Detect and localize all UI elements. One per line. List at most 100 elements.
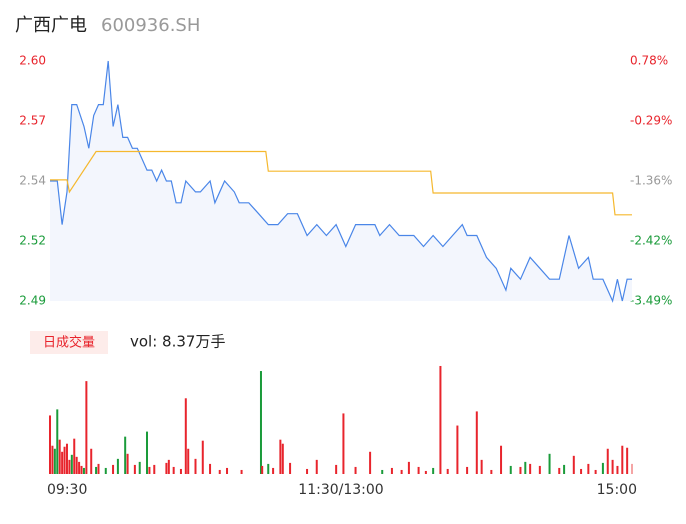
x-tick-label: 15:00 (597, 482, 637, 498)
volume-bar (51, 445, 54, 474)
volume-bar (53, 448, 56, 474)
volume-label: vol: 8.37万手 (130, 333, 225, 351)
volume-button[interactable] (30, 331, 108, 354)
volume-bar (631, 463, 633, 474)
volume-button-label[interactable]: 日成交量 (43, 335, 95, 351)
volume-bar (335, 464, 338, 474)
volume-bar (124, 436, 127, 474)
volume-bar (456, 425, 459, 474)
volume-bar (432, 467, 435, 474)
volume-bar (315, 459, 318, 474)
volume-bar (446, 468, 449, 474)
volume-bar (424, 470, 427, 474)
volume-bar (165, 462, 168, 474)
volume-bar (167, 459, 170, 474)
y-tick-label: 2.60 (19, 54, 46, 68)
volume-bar (82, 467, 85, 474)
series-line (50, 150, 632, 216)
volume-bar (626, 447, 629, 474)
volume-bar (281, 443, 284, 474)
y2-tick-label: 0.78% (630, 54, 668, 68)
stock-code: 600936.SH (101, 15, 200, 36)
volume-bar (133, 464, 136, 474)
volume-bar (95, 466, 98, 474)
volume-bar (68, 459, 71, 474)
volume-bar (538, 465, 541, 474)
volume-bar (524, 461, 527, 474)
volume-bar (58, 439, 61, 474)
y-tick-label: 2.57 (19, 114, 46, 128)
volume-bar (153, 464, 156, 474)
volume-bar (65, 443, 68, 474)
x-tick-label: 09:30 (47, 482, 87, 498)
volume-bar (548, 453, 551, 474)
volume-bar (226, 467, 229, 474)
volume-bar (209, 463, 212, 474)
volume-bar (390, 467, 393, 474)
volume-bar (439, 365, 442, 474)
volume-bar (116, 458, 119, 474)
volume-bar (78, 461, 81, 474)
volume-bar (400, 469, 403, 474)
volume-bar (509, 465, 512, 474)
volume-bar (369, 451, 372, 474)
volume-bar (407, 461, 410, 474)
y-tick-label: 2.54 (19, 174, 46, 188)
volume-bar (97, 463, 100, 474)
volume-bar (80, 465, 83, 474)
volume-bar (63, 446, 66, 474)
volume-bar (519, 466, 522, 474)
volume-bar (61, 451, 64, 474)
volume-bar (179, 468, 182, 474)
volume-bar (49, 415, 51, 474)
volume-bar (187, 448, 190, 474)
volume-bar (621, 445, 624, 474)
volume-bar (112, 464, 115, 474)
volume-bar (572, 455, 575, 474)
y2-tick-label: -1.36% (630, 174, 672, 188)
volume-bar (75, 456, 78, 474)
volume-bar (306, 468, 309, 474)
volume-bar (90, 448, 93, 474)
volume-bar (342, 413, 345, 474)
volume-bar (279, 439, 282, 474)
volume-bar (138, 461, 141, 474)
stock-name: 广西广电 (15, 15, 87, 36)
volume-bar (611, 459, 614, 474)
volume-bar (381, 469, 384, 474)
volume-bar (70, 454, 73, 474)
volume-bar (56, 409, 59, 474)
series-line (50, 60, 632, 303)
volume-bar (558, 467, 561, 474)
volume-bar (85, 381, 88, 474)
volume-bar (563, 464, 566, 474)
y-tick-label: 2.52 (19, 234, 46, 248)
volume-bar (480, 459, 483, 474)
volume-bar (475, 411, 478, 474)
x-tick-label: 11:30/13:00 (298, 482, 383, 498)
volume-bar (184, 398, 187, 474)
volume-bar (354, 466, 357, 474)
volume-bar (146, 431, 148, 474)
volume-bar (289, 462, 292, 474)
volume-bar (466, 466, 469, 474)
volume-bar (104, 467, 107, 474)
y2-tick-label: -3.49% (630, 294, 672, 308)
volume-bar (580, 468, 583, 474)
volume-bar (148, 466, 151, 474)
volume-bar (267, 463, 270, 474)
volume-bar (126, 453, 129, 474)
volume-bar (601, 462, 604, 474)
volume-bar (218, 469, 221, 474)
y2-tick-label: -2.42% (630, 234, 672, 248)
price-area (50, 61, 632, 301)
volume-bar (500, 445, 503, 474)
y2-tick-label: -0.29% (630, 114, 672, 128)
volume-bar (594, 469, 597, 474)
volume-bar (616, 465, 619, 474)
volume-bar (606, 448, 609, 474)
volume-bar (587, 463, 590, 474)
volume-bar (259, 371, 262, 474)
volume-bar (417, 466, 420, 474)
